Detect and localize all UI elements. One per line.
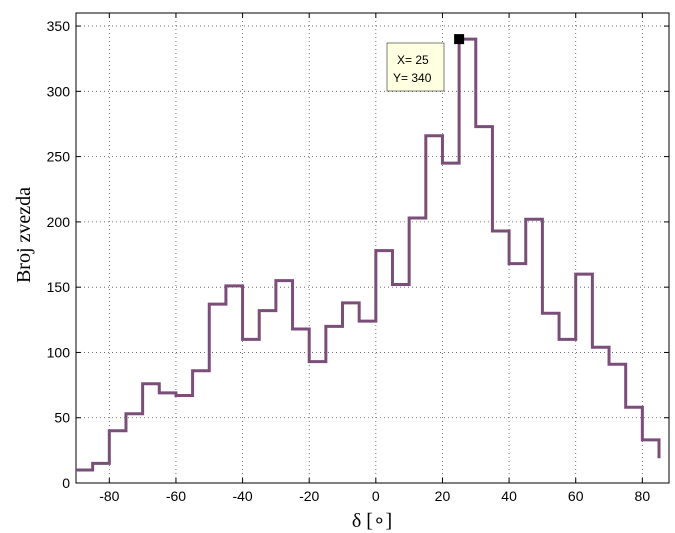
datatip-box — [386, 42, 445, 92]
y-tick-label: 300 — [47, 83, 71, 99]
plot-frame — [75, 12, 670, 484]
y-tick-label: 350 — [47, 18, 71, 34]
x-tick-label: 20 — [435, 488, 451, 504]
x-tick-label: 60 — [568, 488, 584, 504]
plot-background — [76, 13, 669, 483]
x-tick-label: -80 — [99, 488, 119, 504]
x-tick-label: 0 — [372, 488, 380, 504]
x-tick-label: -60 — [166, 488, 186, 504]
y-tick-label: 100 — [47, 344, 71, 360]
y-tick-labels: 0 50 100 150 200 250 300 350 — [47, 18, 71, 491]
y-tick-label: 0 — [62, 475, 70, 491]
y-tick-label: 150 — [47, 279, 71, 295]
x-tick-label: 40 — [501, 488, 517, 504]
datatip-marker[interactable] — [454, 34, 465, 45]
x-tick-labels: -80 -60 -40 -20 0 20 40 60 80 — [99, 488, 650, 504]
datatip[interactable]: X= 25 Y= 340 — [386, 34, 465, 92]
series-line — [76, 37, 661, 472]
x-tick-label: 80 — [635, 488, 651, 504]
x-axis-label: δ [∘] — [352, 510, 392, 532]
y-tick-label: 200 — [47, 214, 71, 230]
x-tick-label: -20 — [299, 488, 319, 504]
x-tick-label: -40 — [232, 488, 252, 504]
y-tick-label: 250 — [47, 149, 71, 165]
datatip-x-text: X= 25 — [397, 53, 429, 67]
y-tick-label: 50 — [54, 410, 70, 426]
y-axis-label: Broj zvezda — [13, 187, 35, 283]
ticks — [76, 13, 669, 484]
datatip-y-text: Y= 340 — [393, 71, 432, 85]
